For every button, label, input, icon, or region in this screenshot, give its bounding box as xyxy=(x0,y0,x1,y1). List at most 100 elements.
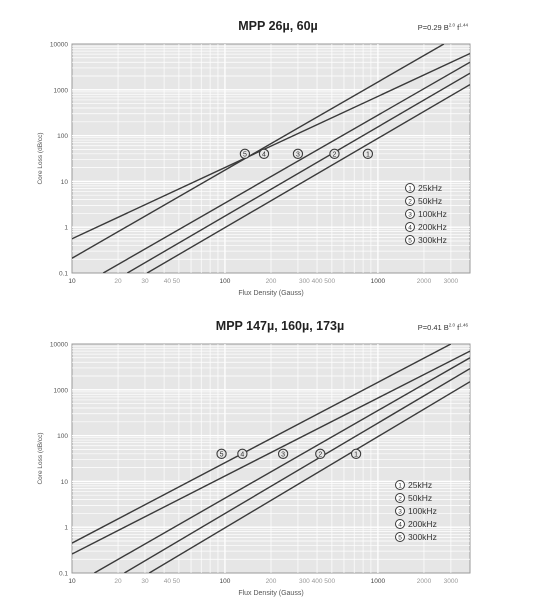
series-marker-300khz xyxy=(216,448,227,459)
x-tick-label: 40 50 xyxy=(164,578,181,585)
y-axis-label: Core Loss (dB/cc) xyxy=(37,132,44,184)
legend-marker xyxy=(395,519,405,529)
series-marker-200khz xyxy=(237,448,248,459)
legend-marker-number: 5 xyxy=(398,535,402,542)
legend-entry: 200kHz xyxy=(418,222,447,232)
legend-marker-number: 5 xyxy=(408,238,412,245)
series-line-25khz xyxy=(72,44,445,259)
series-marker-label: 3 xyxy=(296,151,300,158)
formula-b-exp: 2.0 xyxy=(449,23,456,28)
y-tick-label: 10000 xyxy=(50,42,68,49)
series-marker-label: 2 xyxy=(318,451,322,458)
legend-entry: 200kHz xyxy=(408,519,437,529)
series-marker-label: 1 xyxy=(366,151,370,158)
formula-prefix: P=0.29 xyxy=(418,23,444,32)
series-marker-label: 4 xyxy=(240,451,244,458)
y-tick-label: 1 xyxy=(64,525,68,532)
series-line-25khz xyxy=(72,344,452,544)
legend-marker xyxy=(395,480,405,490)
series-marker-label: 3 xyxy=(281,451,285,458)
legend-marker-number: 1 xyxy=(408,186,412,193)
formula-label: P=0.41 B2.0 f1.46 xyxy=(418,323,469,333)
legend-marker xyxy=(395,532,405,542)
legend-marker xyxy=(395,493,405,503)
series-line-200khz xyxy=(126,72,470,273)
series-line-100khz xyxy=(102,61,470,273)
y-tick-label: 100 xyxy=(57,133,68,140)
formula-b-term: B xyxy=(444,23,449,32)
legend-marker-number: 3 xyxy=(398,509,402,516)
y-tick-label: 100 xyxy=(57,433,68,440)
legend-marker xyxy=(405,222,415,232)
legend-marker-number: 2 xyxy=(398,496,402,503)
formula-prefix: P=0.41 xyxy=(418,323,444,332)
series-marker-50khz xyxy=(315,448,326,459)
series-marker-100khz xyxy=(277,448,289,459)
y-tick-label: 10000 xyxy=(50,342,68,349)
y-axis-label: Core Loss (dB/cc) xyxy=(37,432,44,484)
x-tick-label: 30 xyxy=(141,278,149,285)
series-group xyxy=(72,44,470,273)
series-marker-label: 2 xyxy=(333,151,337,158)
legend-marker-number: 2 xyxy=(408,199,412,206)
legend-entry: 100kHz xyxy=(418,209,447,219)
series-marker-300khz xyxy=(239,148,251,159)
formula-b-term: B xyxy=(444,323,449,332)
x-axis-label: Flux Density (Gauss) xyxy=(238,290,303,297)
legend-entry: 50kHz xyxy=(418,196,442,206)
x-tick-label: 1000 xyxy=(371,278,386,285)
series-marker-25khz xyxy=(362,148,374,159)
series-marker-100khz xyxy=(292,148,304,159)
x-tick-label: 100 xyxy=(220,578,231,585)
x-axis-label: Flux Density (Gauss) xyxy=(238,590,303,597)
core-loss-chart-mpp-147-160-173: 1 2 3 4 5 MPP 147µ, 160µ, 173µ P=0.41 B2.0 f1.… xyxy=(37,319,471,597)
series-marker-label: 5 xyxy=(243,151,247,158)
chart-title: MPP 147µ, 160µ, 173µ xyxy=(216,319,344,333)
formula-f-term: f xyxy=(455,23,460,32)
series-group xyxy=(72,344,470,573)
series-line-50khz xyxy=(72,52,470,240)
legend-entry: 25kHz xyxy=(418,183,442,193)
legend-marker xyxy=(405,196,415,206)
x-tick-label: 200 xyxy=(266,578,277,585)
formula-label: P=0.29 B2.0 f1.44 xyxy=(418,23,469,33)
y-tick-label: 1 xyxy=(64,225,68,232)
x-tick-label: 2000 xyxy=(417,578,432,585)
legend-entry: 100kHz xyxy=(408,506,437,516)
y-tick-label: 0.1 xyxy=(59,571,68,578)
y-tick-label: 1000 xyxy=(54,87,69,94)
x-tick-label: 100 xyxy=(220,278,231,285)
y-tick-label: 0.1 xyxy=(59,271,68,278)
series-marker-label: 5 xyxy=(220,451,224,458)
legend-entry: 300kHz xyxy=(418,235,447,245)
series-marker-label: 4 xyxy=(262,151,266,158)
formula-f-term: f xyxy=(455,323,460,332)
legend-marker-number: 4 xyxy=(408,225,412,232)
series-line-300khz xyxy=(148,381,470,573)
series-line-300khz xyxy=(146,83,470,273)
series-line-100khz xyxy=(94,357,470,573)
x-tick-label: 2000 xyxy=(417,278,432,285)
legend-marker xyxy=(405,209,415,219)
formula-b-exp: 2.0 xyxy=(449,323,456,328)
series-marker-label: 1 xyxy=(354,451,358,458)
series-line-200khz xyxy=(124,368,470,573)
x-tick-label: 300 400 500 xyxy=(299,278,336,285)
x-tick-label: 20 xyxy=(114,278,122,285)
series-marker-50khz xyxy=(329,148,340,159)
legend-marker-number: 3 xyxy=(408,212,412,219)
x-tick-label: 10 xyxy=(68,278,76,285)
x-tick-label: 3000 xyxy=(444,278,459,285)
legend-marker xyxy=(405,183,415,193)
legend: 1 25kHz 2 50kHz 3 100kHz 4 200kHz 5 300kHz xyxy=(405,183,447,245)
y-tick-label: 1000 xyxy=(54,387,69,394)
x-tick-label: 3000 xyxy=(444,578,459,585)
legend-entry: 25kHz xyxy=(408,480,432,490)
legend-marker xyxy=(405,235,415,245)
x-tick-label: 20 xyxy=(114,578,122,585)
series-marker-200khz xyxy=(258,148,270,159)
x-tick-label: 30 xyxy=(141,578,149,585)
chart-title: MPP 26µ, 60µ xyxy=(238,19,318,33)
legend-entry: 50kHz xyxy=(408,493,432,503)
y-tick-label: 10 xyxy=(61,479,69,486)
